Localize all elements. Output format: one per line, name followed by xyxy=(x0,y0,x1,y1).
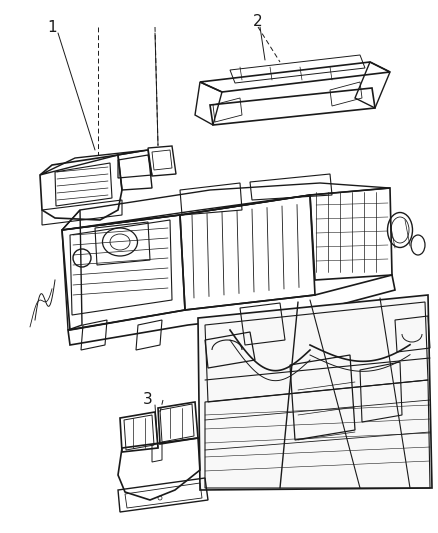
Text: 1: 1 xyxy=(47,20,57,36)
Polygon shape xyxy=(198,295,431,490)
Text: 3: 3 xyxy=(143,392,152,408)
Text: 2: 2 xyxy=(253,14,262,29)
